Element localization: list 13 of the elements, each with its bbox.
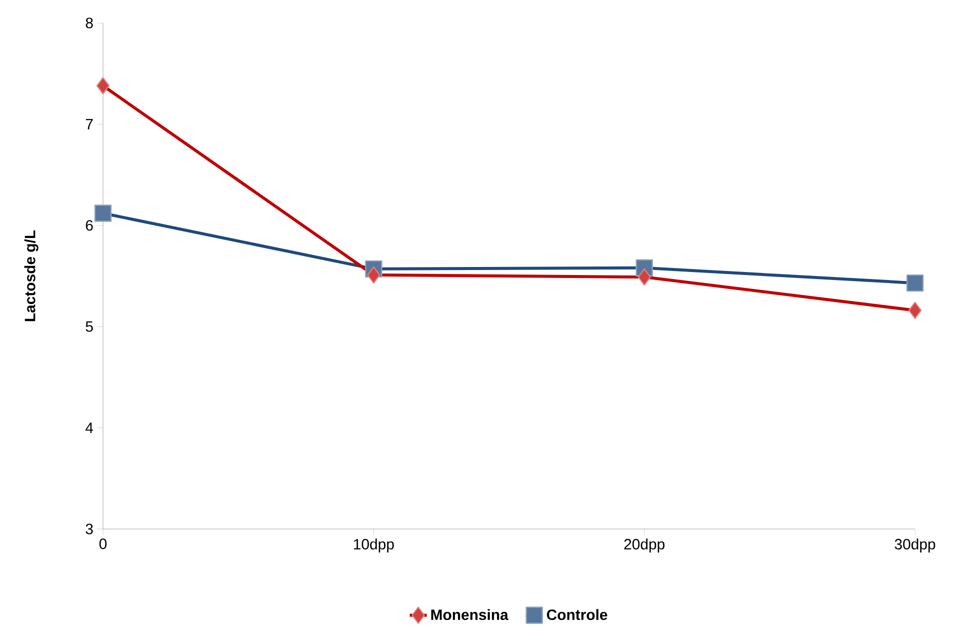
y-tick-label: 8	[86, 18, 93, 28]
x-tick-label: 20dpp	[624, 538, 664, 552]
legend-label: Controle	[546, 609, 608, 620]
y-tick-label: 4	[86, 422, 94, 433]
y-axis-title: Lactosde g/L	[24, 230, 38, 322]
y-tick-label: 7	[86, 119, 93, 130]
x-tick-label: 30dpp	[894, 538, 936, 552]
x-tick-label: 10dpp	[354, 538, 394, 552]
legend-label: Monensina	[431, 609, 508, 620]
y-tick-label: 6	[86, 220, 93, 231]
y-tick-label: 5	[86, 321, 93, 332]
x-tick-label: 0	[99, 538, 107, 550]
y-tick-label: 3	[86, 524, 93, 534]
